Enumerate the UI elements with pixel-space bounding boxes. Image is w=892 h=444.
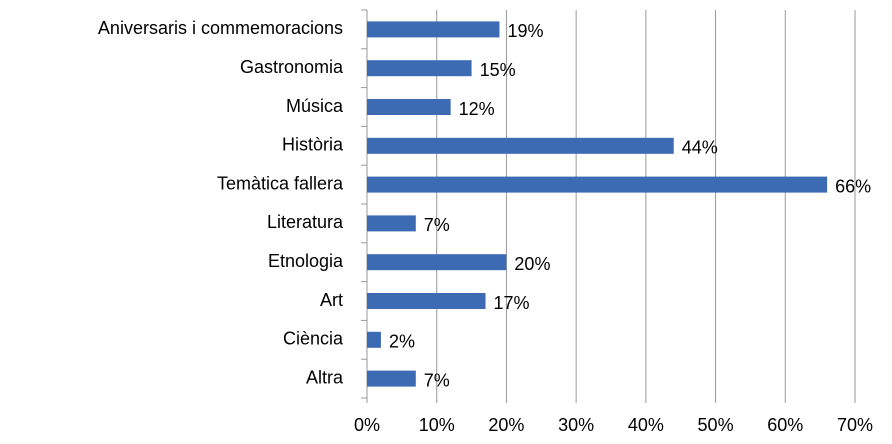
- data-label: 7%: [424, 370, 450, 390]
- x-tick-label: 20%: [488, 415, 524, 435]
- y-tick-label: Aniversaris i commemoracions: [98, 18, 343, 38]
- x-tick-label: 0%: [354, 415, 380, 435]
- bar: [367, 21, 500, 38]
- bar: [367, 99, 451, 115]
- x-tick-label: 40%: [628, 415, 664, 435]
- bar: [367, 176, 828, 193]
- x-tick-label: 50%: [698, 415, 734, 435]
- bar: [367, 215, 416, 232]
- x-tick-label: 70%: [837, 415, 873, 435]
- y-tick-label: Història: [282, 135, 344, 155]
- bar: [367, 331, 381, 348]
- x-tick-label: 30%: [558, 415, 594, 435]
- y-tick-label: Música: [286, 96, 344, 116]
- bar: [367, 370, 416, 387]
- data-label: 12%: [459, 99, 495, 119]
- y-tick-label: Ciència: [283, 329, 344, 349]
- y-tick-label: Gastronomia: [240, 57, 344, 77]
- y-tick-label: Literatura: [267, 212, 344, 232]
- data-label: 7%: [424, 215, 450, 235]
- data-label: 19%: [507, 21, 543, 41]
- y-tick-label: Etnologia: [268, 251, 344, 271]
- data-label: 20%: [514, 254, 550, 274]
- data-label: 44%: [682, 138, 718, 158]
- bar: [367, 293, 486, 309]
- data-label: 17%: [494, 293, 530, 313]
- y-tick-label: Art: [320, 290, 343, 310]
- data-label: 2%: [389, 332, 415, 352]
- bar: [367, 60, 472, 77]
- data-label: 66%: [835, 176, 871, 196]
- x-tick-label: 10%: [419, 415, 455, 435]
- bar: [367, 137, 674, 154]
- bar: [367, 254, 507, 271]
- y-tick-label: Temàtica fallera: [217, 173, 344, 193]
- data-label: 15%: [480, 60, 516, 80]
- x-tick-label: 60%: [767, 415, 803, 435]
- y-tick-label: Altra: [306, 367, 344, 387]
